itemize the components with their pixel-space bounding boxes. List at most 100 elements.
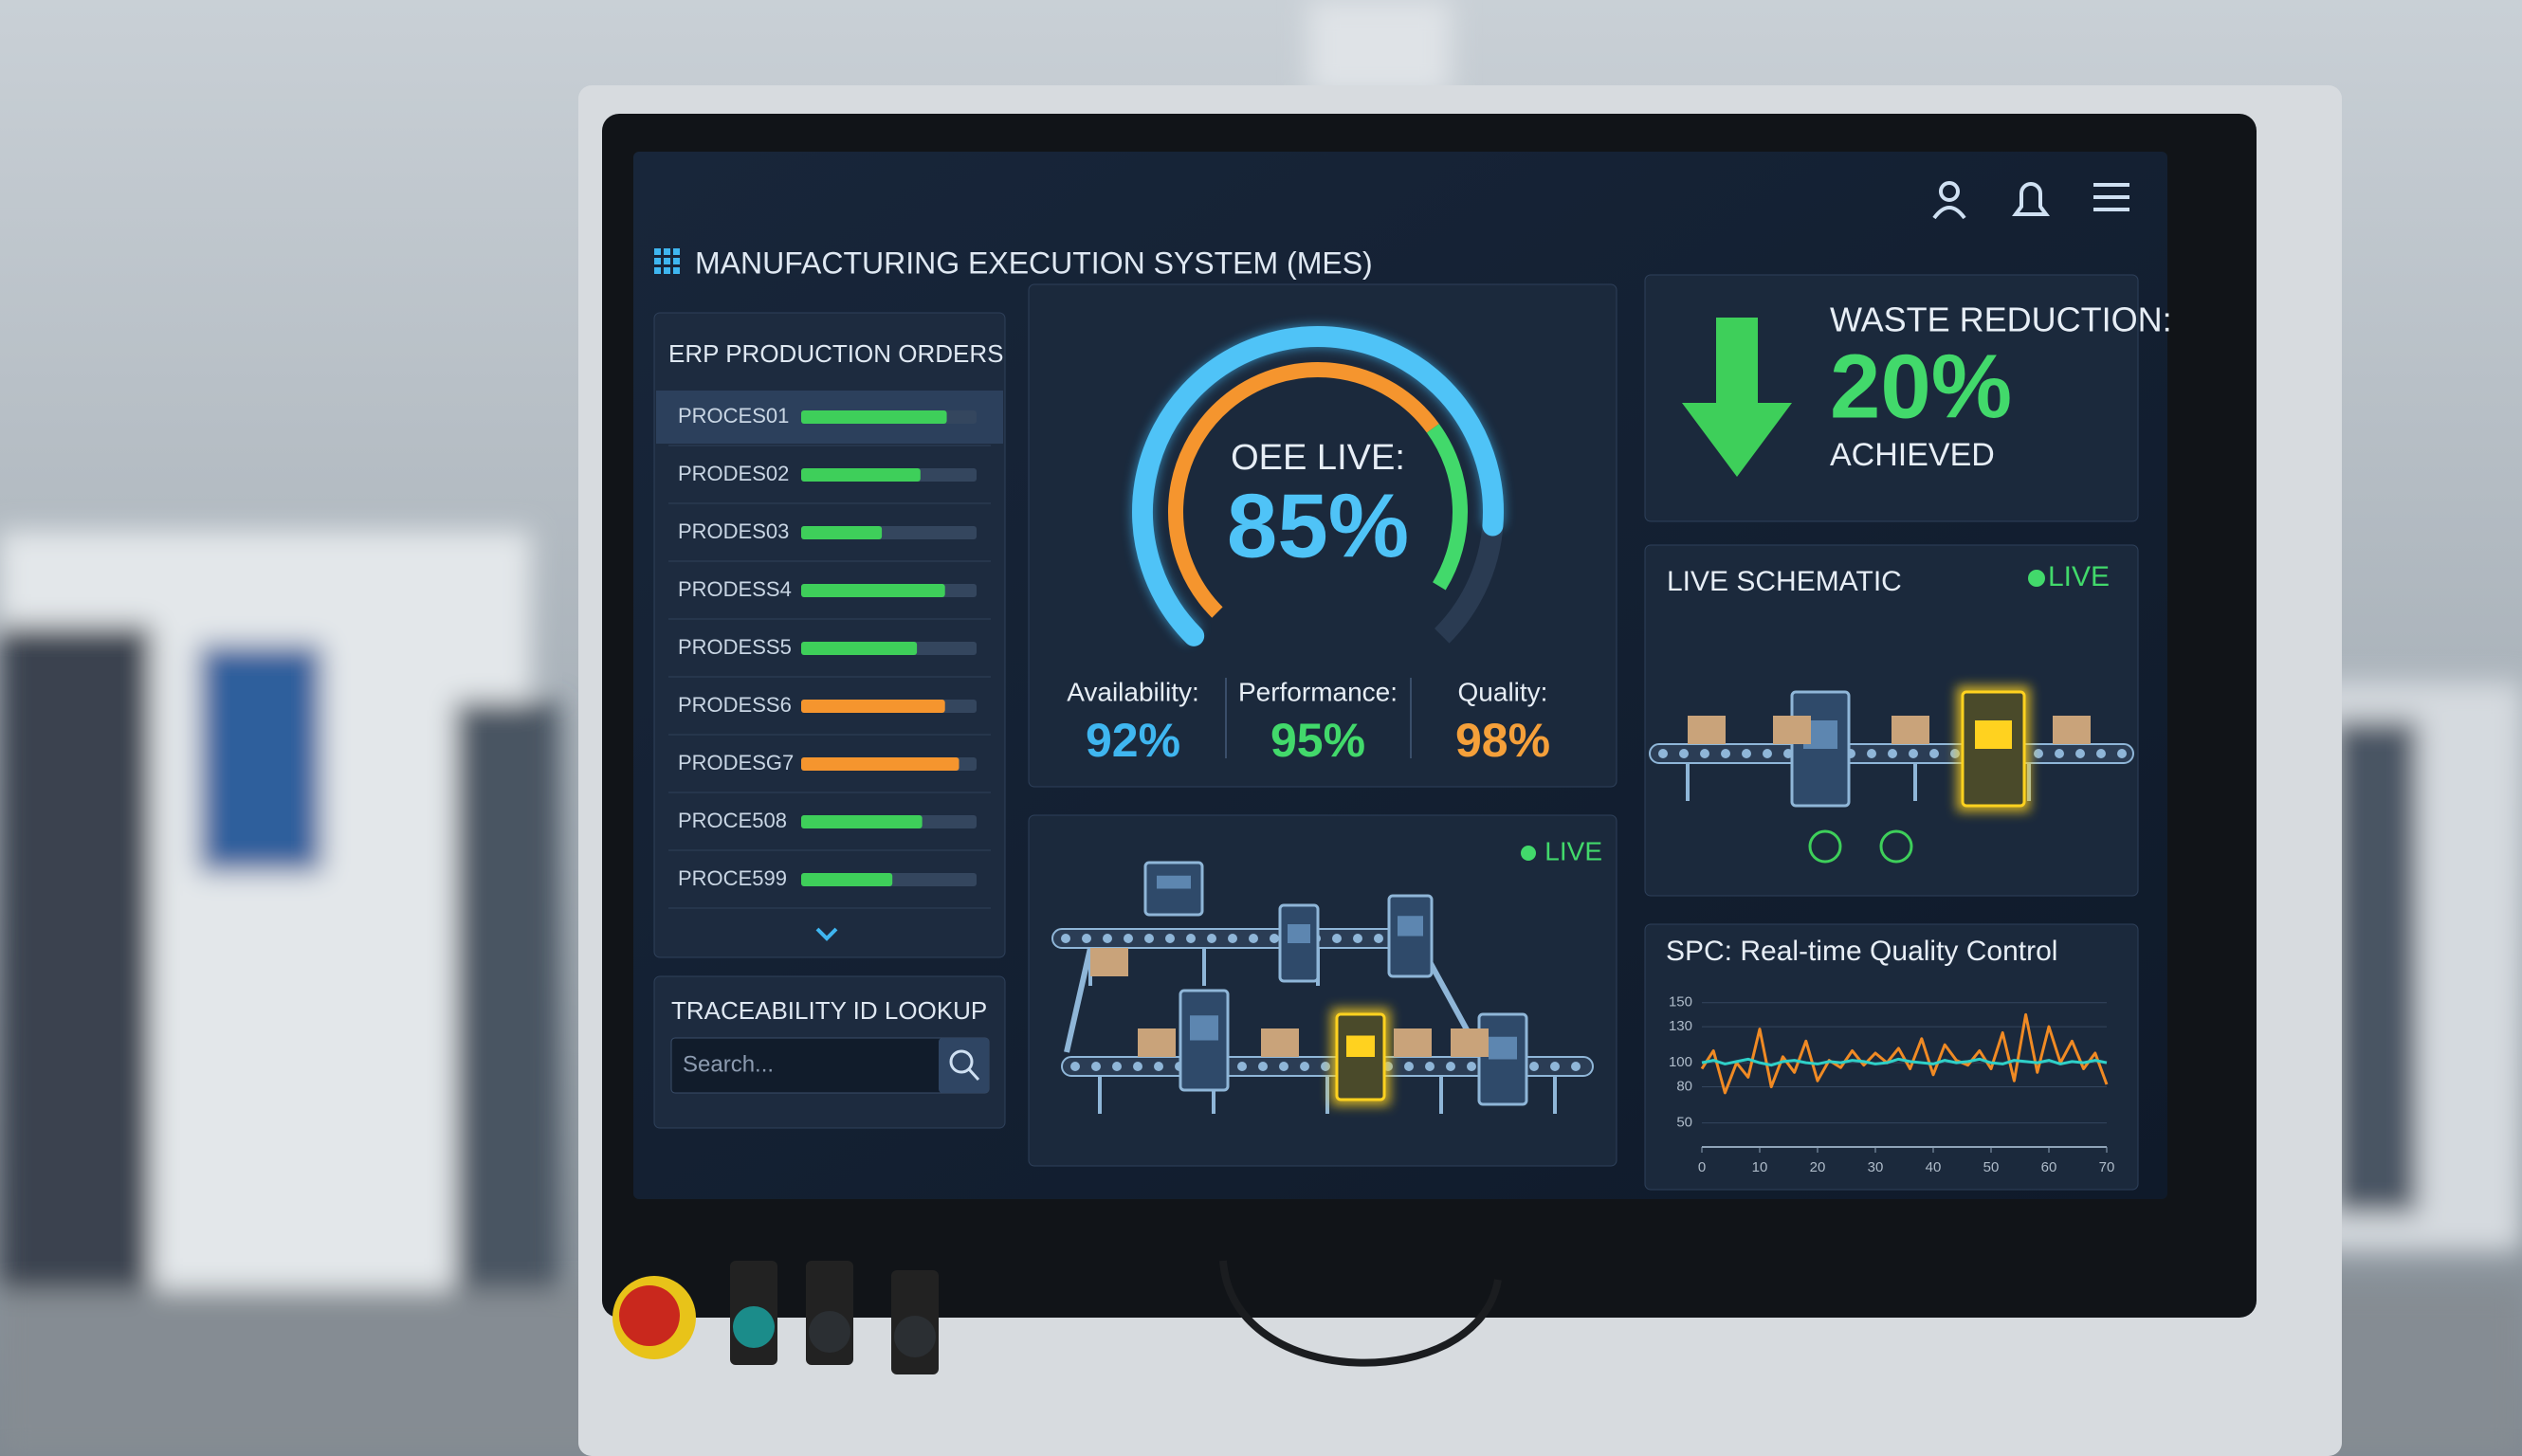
roller (1300, 1062, 1309, 1071)
roller (1571, 1062, 1581, 1071)
order-name: PRODESS4 (678, 577, 792, 601)
waste-value: 20% (1830, 336, 2012, 437)
roller (1529, 1062, 1539, 1071)
menu-icon[interactable] (2093, 183, 2129, 211)
roller (1144, 934, 1154, 943)
app-title: MANUFACTURING EXECUTION SYSTEM (MES) (695, 246, 1373, 280)
progress-bar (801, 815, 923, 828)
roller (1091, 1062, 1101, 1071)
package (1394, 1028, 1432, 1057)
search-icon (967, 1067, 980, 1082)
schematic-status: LIVE (2048, 561, 2110, 592)
search-placeholder[interactable]: Search... (683, 1051, 774, 1077)
x-tick-label: 60 (2041, 1159, 2057, 1175)
progress-bar (801, 468, 921, 482)
package (1261, 1028, 1299, 1057)
y-tick-label: 50 (1676, 1115, 1692, 1131)
order-name: PRODESG7 (678, 751, 794, 774)
roller (1763, 749, 1772, 758)
status-icon (1879, 829, 1913, 864)
roller (1679, 749, 1689, 758)
roller (2096, 749, 2106, 758)
roller (1742, 749, 1751, 758)
station-window (1975, 720, 2012, 749)
schematic-title: LIVE SCHEMATIC (1667, 566, 1902, 597)
roller (1658, 749, 1668, 758)
progress-bar (801, 700, 945, 713)
metric-value: 92% (1086, 714, 1180, 767)
x-tick-label: 0 (1698, 1159, 1706, 1175)
line-view-panel (1028, 814, 1617, 1167)
station-window (1157, 875, 1191, 889)
order-name: PRODESS6 (678, 693, 792, 717)
order-name: PRODESS5 (678, 635, 792, 659)
order-name: PRODES03 (678, 519, 789, 543)
traceability-title: TRACEABILITY ID LOOKUP (671, 996, 987, 1025)
roller (1929, 749, 1939, 758)
roller (1321, 1062, 1330, 1071)
roller (1446, 1062, 1455, 1071)
order-name: PROCE599 (678, 866, 787, 890)
control-panel (612, 1260, 1502, 1374)
roller (1270, 934, 1279, 943)
oee-value: 85% (1227, 475, 1409, 576)
order-name: PRODES02 (678, 462, 789, 485)
scroll-chevron[interactable] (815, 927, 838, 941)
package (1773, 716, 1811, 744)
progress-bar (801, 410, 947, 424)
waste-panel (1644, 274, 2139, 522)
roller (1888, 749, 1897, 758)
y-tick-label: 150 (1669, 994, 1692, 1010)
metric-value: 98% (1455, 714, 1550, 767)
gauge-arc (1132, 326, 1504, 646)
station-window (1398, 916, 1423, 937)
roller (1279, 1062, 1288, 1071)
roller (1207, 934, 1216, 943)
roller (1700, 749, 1709, 758)
down-arrow (1682, 318, 1792, 477)
bell-icon[interactable] (2012, 182, 2050, 216)
station-window (1489, 1036, 1517, 1060)
apps-icon (664, 258, 670, 264)
gauge-inner (1168, 362, 1439, 618)
roller (1186, 934, 1196, 943)
metric-label: Availability: (1067, 677, 1199, 706)
roller (2075, 749, 2085, 758)
roller (1425, 1062, 1435, 1071)
x-tick-label: 30 (1868, 1159, 1884, 1175)
spc-title: SPC: Real-time Quality Control (1666, 936, 2057, 967)
gauge-inner (1426, 424, 1468, 591)
user-icon[interactable] (1932, 206, 1966, 220)
metric-label: Quality: (1458, 677, 1548, 706)
roller (1154, 1062, 1163, 1071)
roller (1550, 1062, 1560, 1071)
roller (1721, 749, 1730, 758)
spc-line (1701, 1057, 2108, 1067)
x-tick-label: 70 (2099, 1159, 2115, 1175)
user-icon[interactable] (1939, 181, 1960, 202)
roller (2034, 749, 2043, 758)
live-dot (1521, 846, 1536, 861)
roller (1258, 1062, 1268, 1071)
package (1451, 1028, 1489, 1057)
y-tick-label: 80 (1676, 1079, 1692, 1095)
roller (2117, 749, 2127, 758)
roller (1332, 934, 1342, 943)
apps-icon (673, 258, 680, 264)
oee-label: OEE LIVE: (1231, 438, 1405, 478)
order-name: PROCES01 (678, 404, 789, 428)
roller (1228, 934, 1237, 943)
x-tick-label: 20 (1810, 1159, 1826, 1175)
roller (1082, 934, 1091, 943)
package (1688, 716, 1726, 744)
apps-icon (673, 267, 680, 274)
search-button[interactable] (939, 1038, 989, 1093)
roller (1404, 1062, 1414, 1071)
roller (1353, 934, 1362, 943)
order-name: PROCE508 (678, 809, 787, 832)
x-tick-label: 10 (1752, 1159, 1768, 1175)
x-tick-label: 40 (1926, 1159, 1942, 1175)
metric-label: Performance: (1238, 677, 1398, 706)
apps-icon (664, 267, 670, 274)
